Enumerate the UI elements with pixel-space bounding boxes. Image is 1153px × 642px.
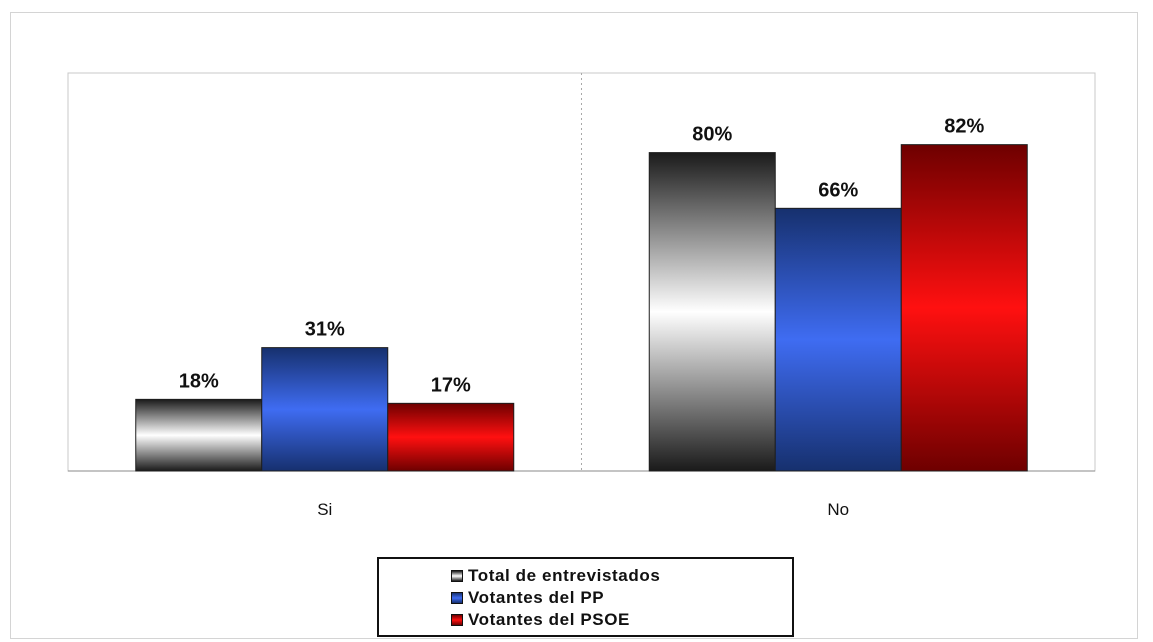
legend-swatch-psoe [451,614,463,626]
value-label-pp-no: 66% [818,179,858,201]
legend-swatch-total [451,570,463,582]
bar-psoe-si [387,402,515,472]
labels-group: 18% 31% 17% Si 80% 66% 82% No [179,116,985,519]
value-label-psoe-no: 82% [944,116,984,138]
legend-item-pp: Votantes del PP [451,587,792,609]
bar-total-no [648,152,776,472]
bar-pp-no [774,207,902,472]
legend-item-total: Total de entrevistados [451,565,792,587]
legend-label-psoe: Votantes del PSOE [468,610,630,629]
value-label-psoe-si: 17% [431,374,471,396]
bar-total-si [135,398,263,472]
category-label-si: Si [317,500,332,519]
legend: Total de entrevistados Votantes del PP V… [377,557,794,637]
bar-chart: 18% 31% 17% Si 80% 66% 82% No [67,72,1096,519]
category-label-no: No [827,500,849,519]
value-label-total-si: 18% [179,370,219,392]
value-label-total-no: 80% [692,124,732,146]
value-label-pp-si: 31% [305,319,345,341]
bar-pp-si [261,347,389,472]
legend-label-pp: Votantes del PP [468,588,605,607]
bar-psoe-no [900,144,1028,472]
chart-frame: 18% 31% 17% Si 80% 66% 82% No [10,12,1138,639]
legend-item-psoe: Votantes del PSOE [451,609,792,631]
legend-swatch-pp [451,592,463,604]
legend-label-total: Total de entrevistados [468,566,661,585]
bars-group [135,144,1028,472]
